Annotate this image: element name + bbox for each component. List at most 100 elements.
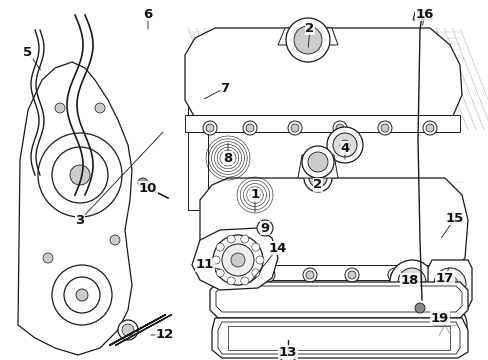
Circle shape [405,276,417,288]
Circle shape [138,178,148,188]
Circle shape [122,324,134,336]
Text: 17: 17 [435,271,453,284]
Text: 2: 2 [313,179,322,192]
Circle shape [389,260,433,304]
Polygon shape [200,178,467,278]
Circle shape [221,271,228,279]
Circle shape [280,347,295,360]
Circle shape [425,124,433,132]
Circle shape [55,103,65,113]
Circle shape [70,165,90,185]
Circle shape [212,256,220,264]
Circle shape [43,253,53,263]
Circle shape [216,269,224,277]
Circle shape [377,121,391,135]
Text: 10: 10 [139,181,157,194]
Circle shape [227,277,235,285]
Text: 18: 18 [400,274,418,287]
Circle shape [203,121,217,135]
Circle shape [397,268,425,296]
Circle shape [304,164,331,192]
Text: 15: 15 [445,211,463,225]
Circle shape [257,220,272,236]
Circle shape [293,19,321,47]
Circle shape [52,147,108,203]
Polygon shape [216,286,461,312]
Text: 1: 1 [250,189,259,202]
Circle shape [261,268,274,282]
Circle shape [240,277,248,285]
Circle shape [414,303,424,313]
Text: 13: 13 [278,346,297,359]
Circle shape [332,133,356,157]
Circle shape [287,121,302,135]
Circle shape [303,268,316,282]
Circle shape [422,303,466,347]
Circle shape [438,319,450,331]
Circle shape [251,269,259,277]
Text: 5: 5 [23,45,33,58]
Circle shape [433,268,465,300]
Circle shape [256,256,264,264]
Circle shape [335,124,343,132]
Circle shape [110,235,120,245]
Polygon shape [184,115,459,132]
Circle shape [218,268,231,282]
Circle shape [332,121,346,135]
Bar [227,326,449,350]
Polygon shape [200,265,464,280]
Circle shape [380,124,388,132]
Text: 6: 6 [143,8,152,21]
Circle shape [326,127,362,163]
Circle shape [52,265,112,325]
Text: 2: 2 [305,22,314,35]
Polygon shape [192,228,278,290]
Polygon shape [212,318,467,358]
Circle shape [118,320,138,340]
Polygon shape [18,62,132,355]
Circle shape [430,311,458,339]
Text: 14: 14 [268,242,286,255]
Polygon shape [184,28,461,130]
Circle shape [222,244,253,276]
Text: 9: 9 [260,221,269,234]
Circle shape [240,235,248,243]
Circle shape [205,124,214,132]
Text: 3: 3 [75,213,84,226]
Polygon shape [412,12,431,20]
Circle shape [302,146,333,178]
Circle shape [64,277,100,313]
Circle shape [347,271,355,279]
Circle shape [430,268,444,282]
Circle shape [76,289,88,301]
Circle shape [293,26,321,54]
Circle shape [441,276,457,292]
Circle shape [339,140,349,150]
Circle shape [216,243,224,251]
Circle shape [307,152,327,172]
Circle shape [433,271,441,279]
Circle shape [308,169,326,187]
Polygon shape [187,90,207,210]
Polygon shape [297,155,337,178]
Circle shape [305,271,313,279]
Text: 4: 4 [340,141,349,154]
Circle shape [345,268,358,282]
Text: 8: 8 [223,152,232,165]
Circle shape [285,18,329,62]
Polygon shape [427,260,471,308]
Polygon shape [209,282,467,318]
Polygon shape [278,28,337,45]
Text: 12: 12 [156,328,174,342]
Circle shape [245,124,253,132]
Circle shape [95,103,105,113]
Circle shape [390,271,398,279]
Circle shape [264,271,271,279]
Polygon shape [218,322,459,354]
Circle shape [290,124,298,132]
Circle shape [387,268,401,282]
Text: 19: 19 [430,311,448,324]
Polygon shape [195,90,200,210]
Circle shape [251,243,259,251]
Circle shape [38,133,122,217]
